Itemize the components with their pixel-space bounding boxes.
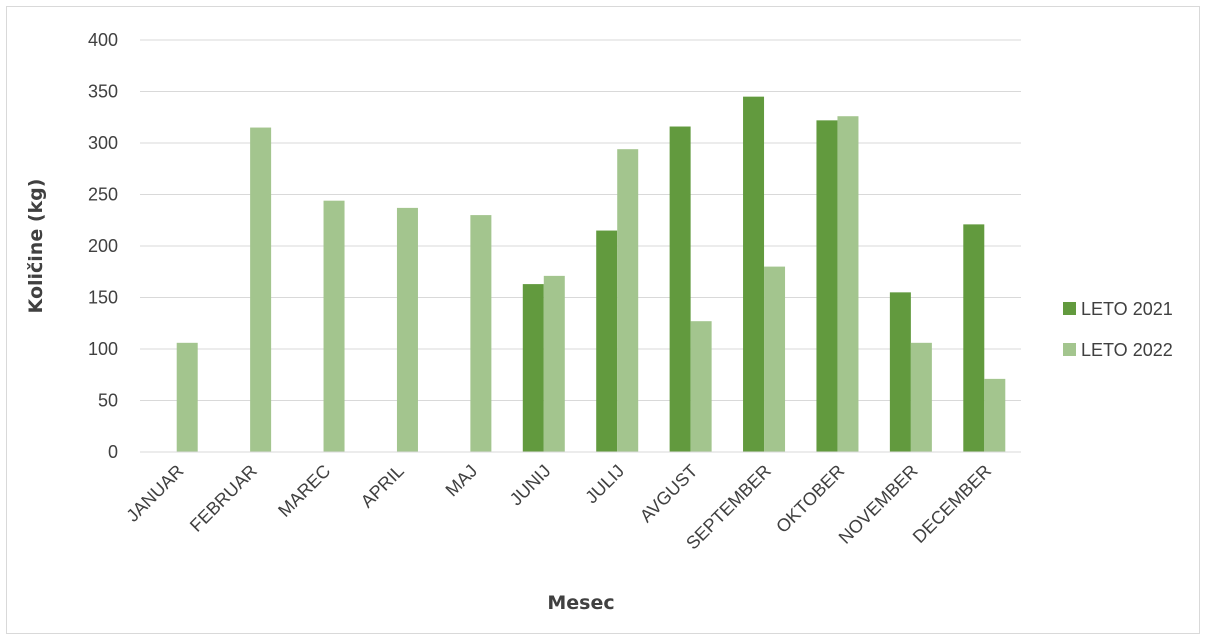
x-axis-title: Mesec <box>547 592 614 614</box>
bar-2022-marec <box>323 200 345 452</box>
x-tick-label: JANUAR <box>122 461 187 526</box>
bar-2021-oktober <box>816 120 838 452</box>
x-tick-label: APRIL <box>357 461 408 512</box>
bar-2022-april <box>396 207 418 452</box>
y-tick-label: 50 <box>98 391 118 411</box>
bar-2022-december <box>984 378 1006 452</box>
y-axis-tick-labels: 0 50 100 150 200 250 300 350 400 <box>88 30 118 462</box>
x-tick-label: JUNIJ <box>506 461 555 510</box>
gridlines <box>140 39 1021 401</box>
y-tick-label: 200 <box>88 236 118 256</box>
bar-2021-junij <box>522 284 544 452</box>
bar-2021-avgust <box>669 126 691 453</box>
y-tick-label: 400 <box>88 30 118 50</box>
y-tick-label: 100 <box>88 339 118 359</box>
x-tick-label: FEBRUAR <box>186 461 261 536</box>
bar-2022-januar <box>176 342 198 452</box>
y-tick-label: 0 <box>108 442 118 462</box>
bar-2022-september <box>764 266 786 452</box>
x-tick-label: MAJ <box>442 461 482 501</box>
bar-2021-december <box>963 224 985 452</box>
bar-2021-julij <box>596 230 618 452</box>
x-tick-label: NOVEMBER <box>835 461 922 548</box>
bar-2022-julij <box>617 149 639 452</box>
x-tick-label: MAREC <box>274 461 334 521</box>
y-tick-label: 250 <box>88 185 118 205</box>
x-tick-label: DECEMBER <box>909 461 995 547</box>
bar-2021-september <box>743 96 765 453</box>
y-tick-label: 300 <box>88 133 118 153</box>
legend-label: LETO 2021 <box>1081 299 1173 319</box>
y-tick-label: 350 <box>88 82 118 102</box>
bar-2022-junij <box>543 275 565 452</box>
bars <box>176 96 1006 453</box>
y-axis-title: Količine (kg) <box>25 179 47 314</box>
legend-swatch <box>1063 302 1076 315</box>
y-tick-label: 150 <box>88 288 118 308</box>
legend-swatch <box>1063 343 1076 356</box>
bar-2022-november <box>910 342 932 452</box>
x-tick-label: AVGUST <box>636 461 702 527</box>
x-tick-label: JULIJ <box>581 461 628 508</box>
bar-2022-oktober <box>837 116 859 452</box>
x-tick-label: OKTOBER <box>772 461 848 537</box>
bar-2022-maj <box>470 215 492 452</box>
legend-label: LETO 2022 <box>1081 340 1173 360</box>
bar-2021-november <box>889 292 911 452</box>
legend: LETO 2021 LETO 2022 <box>1063 299 1173 360</box>
bar-2022-avgust <box>690 321 712 452</box>
bar-2022-februar <box>250 127 272 453</box>
